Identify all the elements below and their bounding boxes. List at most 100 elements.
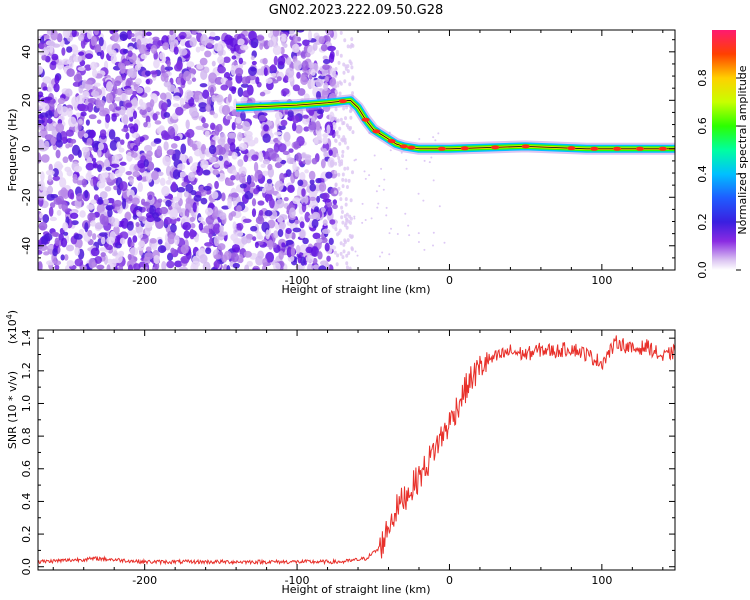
heatmap-cell	[280, 119, 288, 127]
heatmap-cell	[241, 236, 248, 245]
heatmap-cell	[185, 183, 194, 194]
heatmap-cell	[94, 222, 104, 230]
heatmap-cell	[370, 217, 373, 220]
heatmap-cell	[240, 110, 246, 122]
heatmap-cell	[334, 190, 338, 195]
heatmap-cell	[116, 88, 123, 96]
heatmap-cell	[346, 44, 350, 49]
heatmap-cell	[85, 162, 95, 171]
heatmap-cell	[257, 200, 265, 206]
heatmap-cell	[350, 37, 354, 42]
heatmap-cell	[81, 264, 87, 270]
heatmap-cell	[232, 169, 238, 176]
heatmap-cell	[213, 35, 221, 41]
heatmap-cell	[111, 258, 117, 268]
heatmap-cell	[113, 136, 121, 143]
heatmap-cell	[159, 92, 167, 100]
heatmap-cell	[247, 139, 256, 147]
heatmap-cell	[38, 65, 44, 75]
heatmap-cell	[178, 266, 188, 270]
heatmap-cell	[225, 181, 235, 186]
heatmap-cell	[83, 133, 89, 138]
heatmap-cell	[219, 132, 226, 143]
heatmap-cell	[320, 158, 326, 169]
heatmap-cell	[299, 171, 306, 182]
heatmap-cell	[138, 98, 144, 106]
heatmap-cell	[231, 122, 236, 131]
heatmap-cell	[98, 232, 108, 237]
colorbar-tick-label: 0.0	[696, 261, 709, 279]
heatmap-cell	[383, 178, 386, 181]
heatmap-cell	[171, 181, 177, 192]
ridge-hotspot	[460, 146, 469, 151]
heatmap-cell	[76, 192, 83, 202]
heatmap-cell	[182, 104, 192, 109]
ridge-hotspot	[658, 146, 667, 151]
heatmap-cell	[191, 77, 197, 82]
heatmap-cell	[347, 251, 351, 256]
heatmap-cell	[162, 155, 172, 167]
heatmap-cell	[69, 212, 79, 219]
heatmap-cell	[187, 171, 196, 182]
heatmap-cell	[272, 45, 282, 56]
heatmap-cell	[94, 44, 102, 55]
heatmap-cell	[276, 76, 282, 82]
heatmap-cell	[50, 60, 57, 66]
heatmap-cell	[244, 264, 250, 270]
heatmap-cell	[131, 37, 137, 42]
heatmap-cell	[308, 74, 313, 80]
heatmap-cell	[405, 159, 408, 162]
heatmap-cell	[332, 199, 338, 205]
heatmap-cell	[39, 112, 49, 118]
heatmap-cell	[217, 50, 224, 57]
heatmap-cell	[93, 82, 101, 87]
heatmap-cell	[327, 157, 335, 168]
heatmap-cell	[262, 133, 271, 144]
heatmap-cell	[337, 159, 341, 164]
heatmap-cell	[235, 230, 244, 237]
heatmap-cell	[97, 148, 102, 158]
heatmap-cell	[111, 113, 117, 122]
heatmap-cell	[315, 78, 324, 88]
heatmap-cell	[261, 187, 267, 194]
heatmap-cell	[86, 204, 96, 210]
heatmap-cell	[56, 33, 63, 43]
heatmap-cell	[183, 191, 190, 198]
heatmap-cell	[389, 149, 392, 152]
heatmap-cell	[260, 66, 265, 76]
heatmap-cell	[334, 66, 338, 71]
heatmap-cell	[272, 242, 277, 248]
heatmap-cell	[53, 110, 59, 118]
heatmap-cell	[39, 212, 44, 219]
heatmap-cell	[308, 170, 316, 181]
heatmap-cell	[338, 126, 342, 131]
heatmap-cell	[191, 110, 200, 121]
heatmap-cell	[178, 48, 188, 56]
heatmap-cell	[270, 64, 276, 72]
heatmap-cell	[344, 202, 348, 207]
heatmap-cell	[47, 174, 52, 182]
heatmap-cell	[288, 207, 296, 219]
heatmap-cell	[231, 55, 237, 60]
heatmap-cell	[208, 72, 217, 84]
heatmap-cell	[167, 233, 176, 245]
heatmap-cell	[160, 130, 168, 138]
heatmap-cell	[368, 174, 371, 177]
heatmap-cell	[266, 178, 273, 184]
heatmap-cell	[90, 247, 100, 257]
heatmap-cell	[87, 212, 96, 222]
heatmap-cell	[241, 76, 249, 85]
heatmap-cell	[332, 203, 338, 210]
heatmap-cell	[342, 120, 346, 125]
heatmap-cell	[246, 174, 252, 185]
heatmap-cell	[132, 235, 138, 243]
heatmap-cell	[305, 246, 313, 254]
heatmap-cell	[127, 264, 133, 270]
heatmap-cell	[385, 206, 388, 209]
heatmap-cell	[281, 37, 287, 42]
spectrogram-y-tick-label: 20	[20, 93, 33, 107]
heatmap-cell	[204, 130, 210, 138]
ridge-hotspot	[635, 146, 644, 151]
heatmap-cell	[101, 215, 109, 227]
heatmap-cell	[189, 139, 194, 148]
